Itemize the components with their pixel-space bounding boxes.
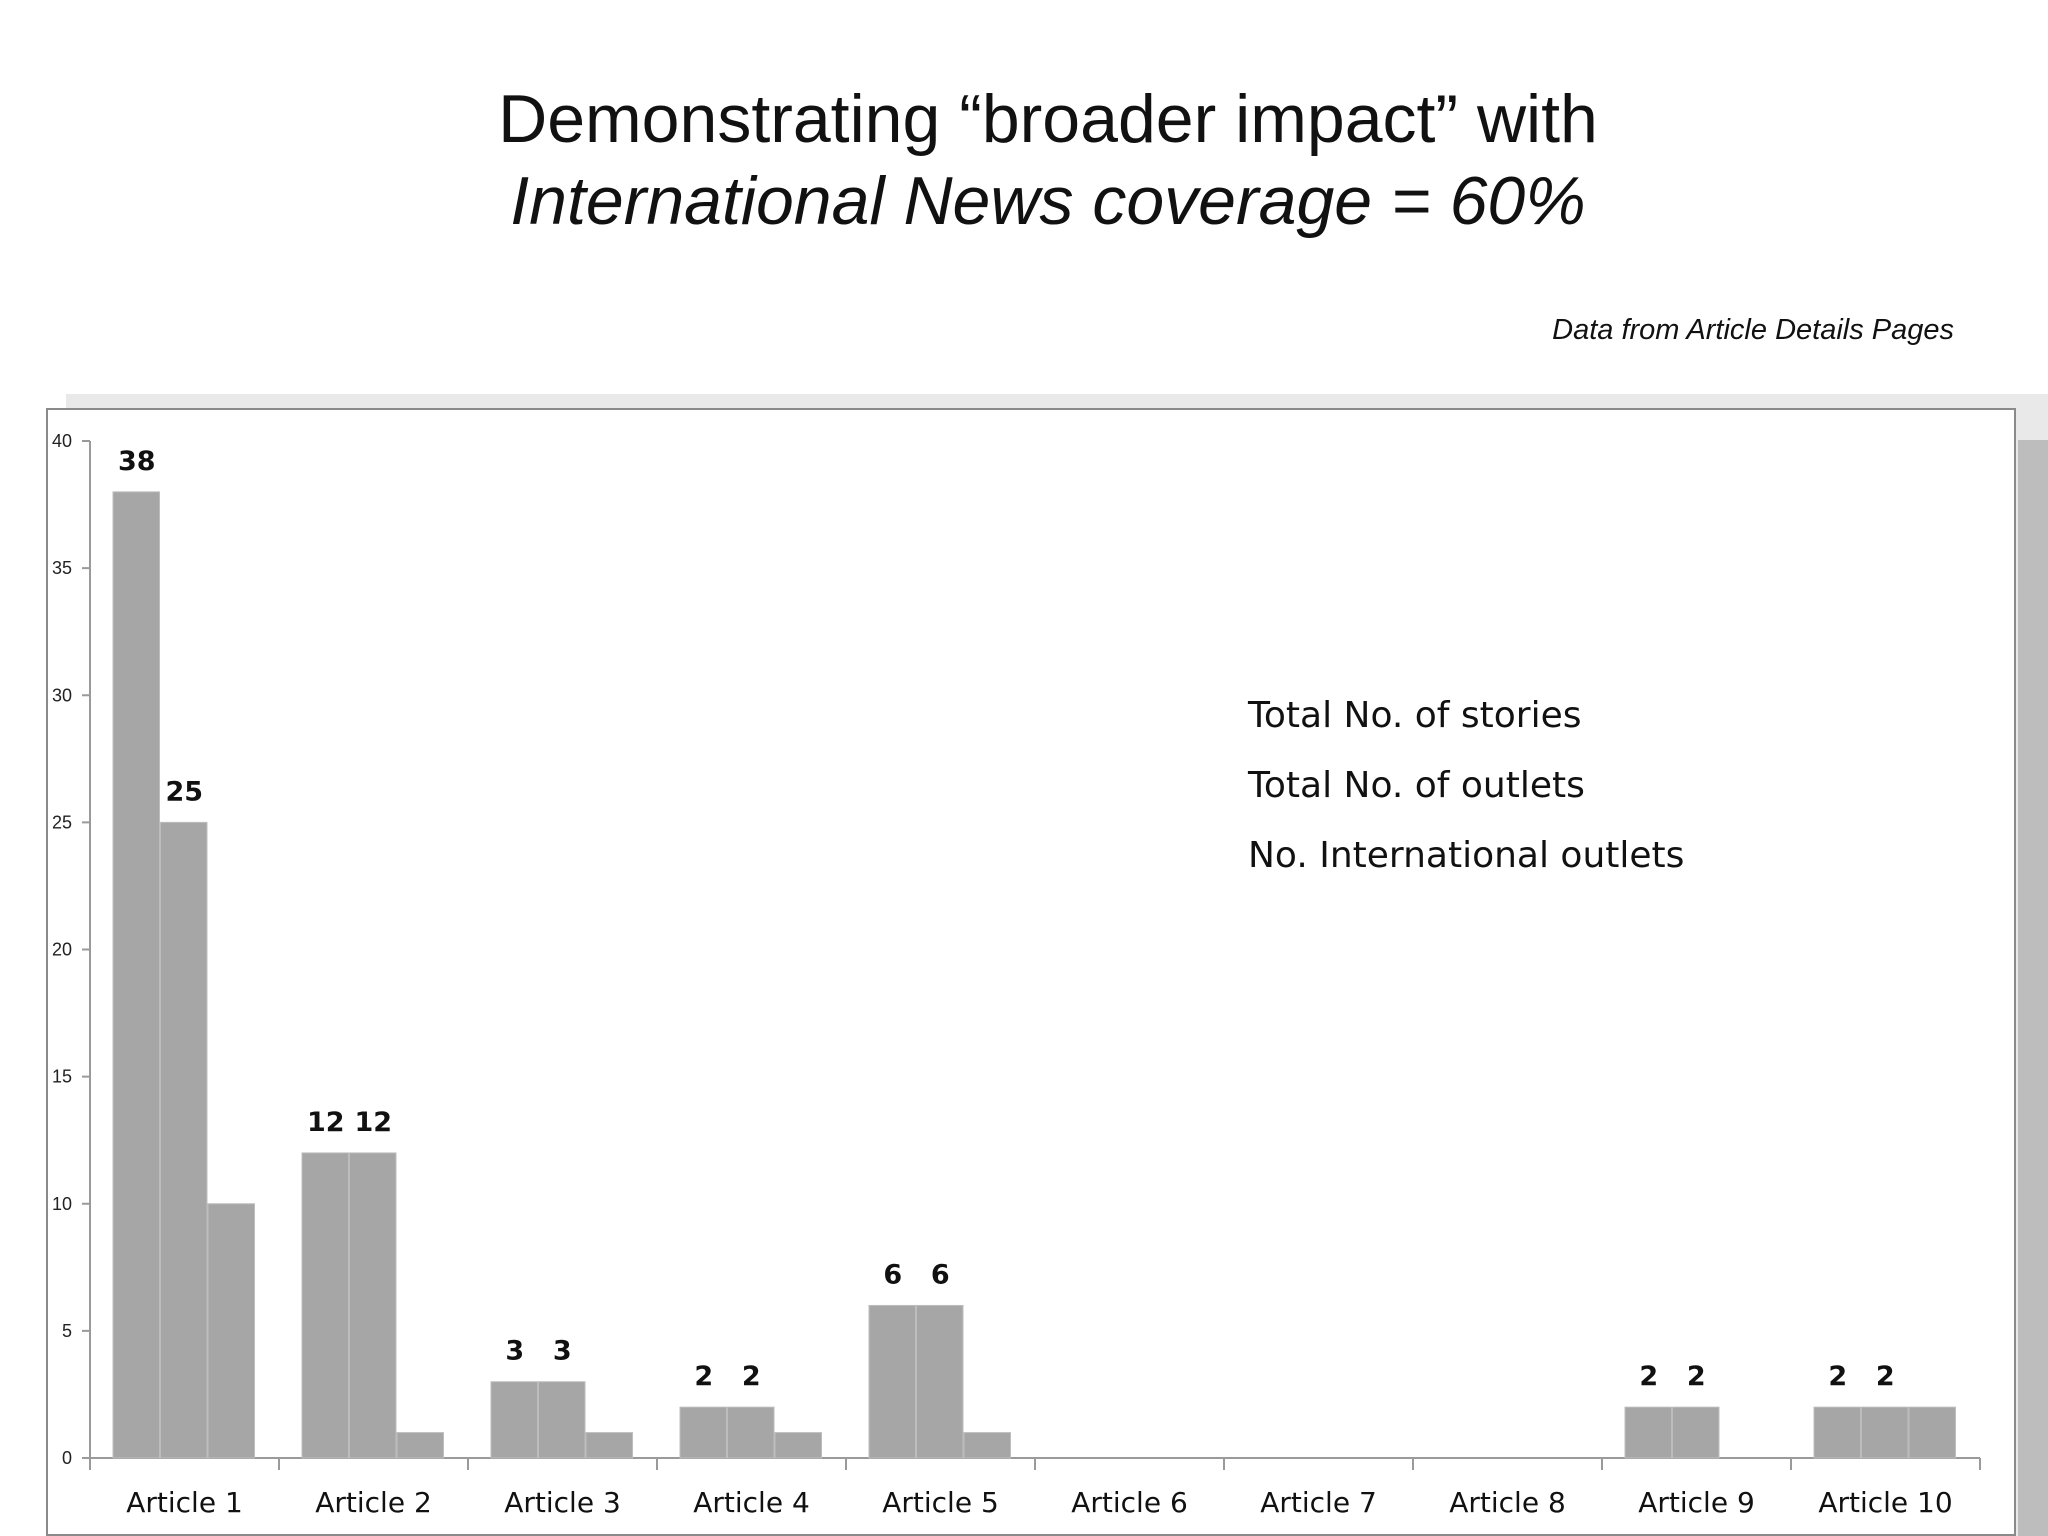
y-tick-label: 35 bbox=[52, 558, 72, 578]
bar bbox=[490, 1381, 538, 1459]
bar bbox=[916, 1304, 964, 1459]
data-label: 2 bbox=[694, 1361, 713, 1392]
chart-panel-shadow-edge bbox=[2018, 440, 2048, 1536]
title-line-1: Demonstrating “broader impact” with bbox=[498, 81, 1598, 157]
x-category-label: Article 9 bbox=[1638, 1486, 1755, 1519]
x-category-label: Article 3 bbox=[504, 1486, 621, 1519]
y-tick-label: 25 bbox=[52, 812, 72, 832]
data-label: 25 bbox=[165, 776, 203, 807]
legend-entry: Total No. of stories bbox=[1247, 695, 1581, 736]
bar bbox=[1813, 1406, 1861, 1459]
y-tick-label: 20 bbox=[52, 940, 72, 960]
x-category-label: Article 1 bbox=[126, 1486, 243, 1519]
x-category-label: Article 7 bbox=[1260, 1486, 1377, 1519]
y-tick-label: 40 bbox=[52, 431, 72, 451]
y-tick-label: 0 bbox=[62, 1448, 72, 1468]
data-label: 6 bbox=[931, 1259, 950, 1290]
bar bbox=[868, 1304, 916, 1459]
x-category-label: Article 2 bbox=[315, 1486, 432, 1519]
y-tick-label: 15 bbox=[52, 1067, 72, 1087]
chart-title: Demonstrating “broader impact” with Inte… bbox=[0, 78, 2048, 242]
data-label: 3 bbox=[553, 1336, 572, 1367]
bar bbox=[301, 1152, 349, 1459]
data-label: 2 bbox=[1876, 1361, 1895, 1392]
data-label: 2 bbox=[1828, 1361, 1847, 1392]
data-label: 38 bbox=[118, 446, 156, 477]
x-category-label: Article 6 bbox=[1071, 1486, 1188, 1519]
y-tick-label: 10 bbox=[52, 1194, 72, 1214]
x-category-label: Article 10 bbox=[1818, 1486, 1952, 1519]
bar bbox=[349, 1152, 397, 1459]
x-category-label: Article 4 bbox=[693, 1486, 810, 1519]
bar bbox=[963, 1432, 1011, 1459]
y-tick-label: 30 bbox=[52, 685, 72, 705]
x-category-label: Article 8 bbox=[1449, 1486, 1566, 1519]
bar bbox=[396, 1432, 444, 1459]
data-label: 12 bbox=[354, 1107, 392, 1138]
x-category-label: Article 5 bbox=[882, 1486, 999, 1519]
y-tick-label: 5 bbox=[62, 1321, 72, 1341]
bar bbox=[774, 1432, 822, 1459]
bar bbox=[1861, 1406, 1909, 1459]
bar bbox=[207, 1203, 255, 1459]
data-label: 3 bbox=[505, 1336, 524, 1367]
bar bbox=[1672, 1406, 1720, 1459]
legend-entry: Total No. of outlets bbox=[1247, 765, 1585, 806]
source-note: Data from Article Details Pages bbox=[1552, 314, 1954, 346]
bar bbox=[585, 1432, 633, 1459]
data-label: 12 bbox=[307, 1107, 345, 1138]
data-label: 2 bbox=[1639, 1361, 1658, 1392]
bar bbox=[727, 1406, 775, 1459]
bar bbox=[679, 1406, 727, 1459]
legend-entry: No. International outlets bbox=[1248, 835, 1684, 876]
bar bbox=[160, 821, 208, 1459]
data-label: 2 bbox=[742, 1361, 761, 1392]
bar bbox=[112, 491, 160, 1459]
title-line-2: International News coverage = 60% bbox=[510, 163, 1586, 239]
bar bbox=[1624, 1406, 1672, 1459]
bar bbox=[1908, 1406, 1956, 1459]
data-label: 2 bbox=[1687, 1361, 1706, 1392]
bar bbox=[538, 1381, 586, 1459]
data-label: 6 bbox=[883, 1259, 902, 1290]
